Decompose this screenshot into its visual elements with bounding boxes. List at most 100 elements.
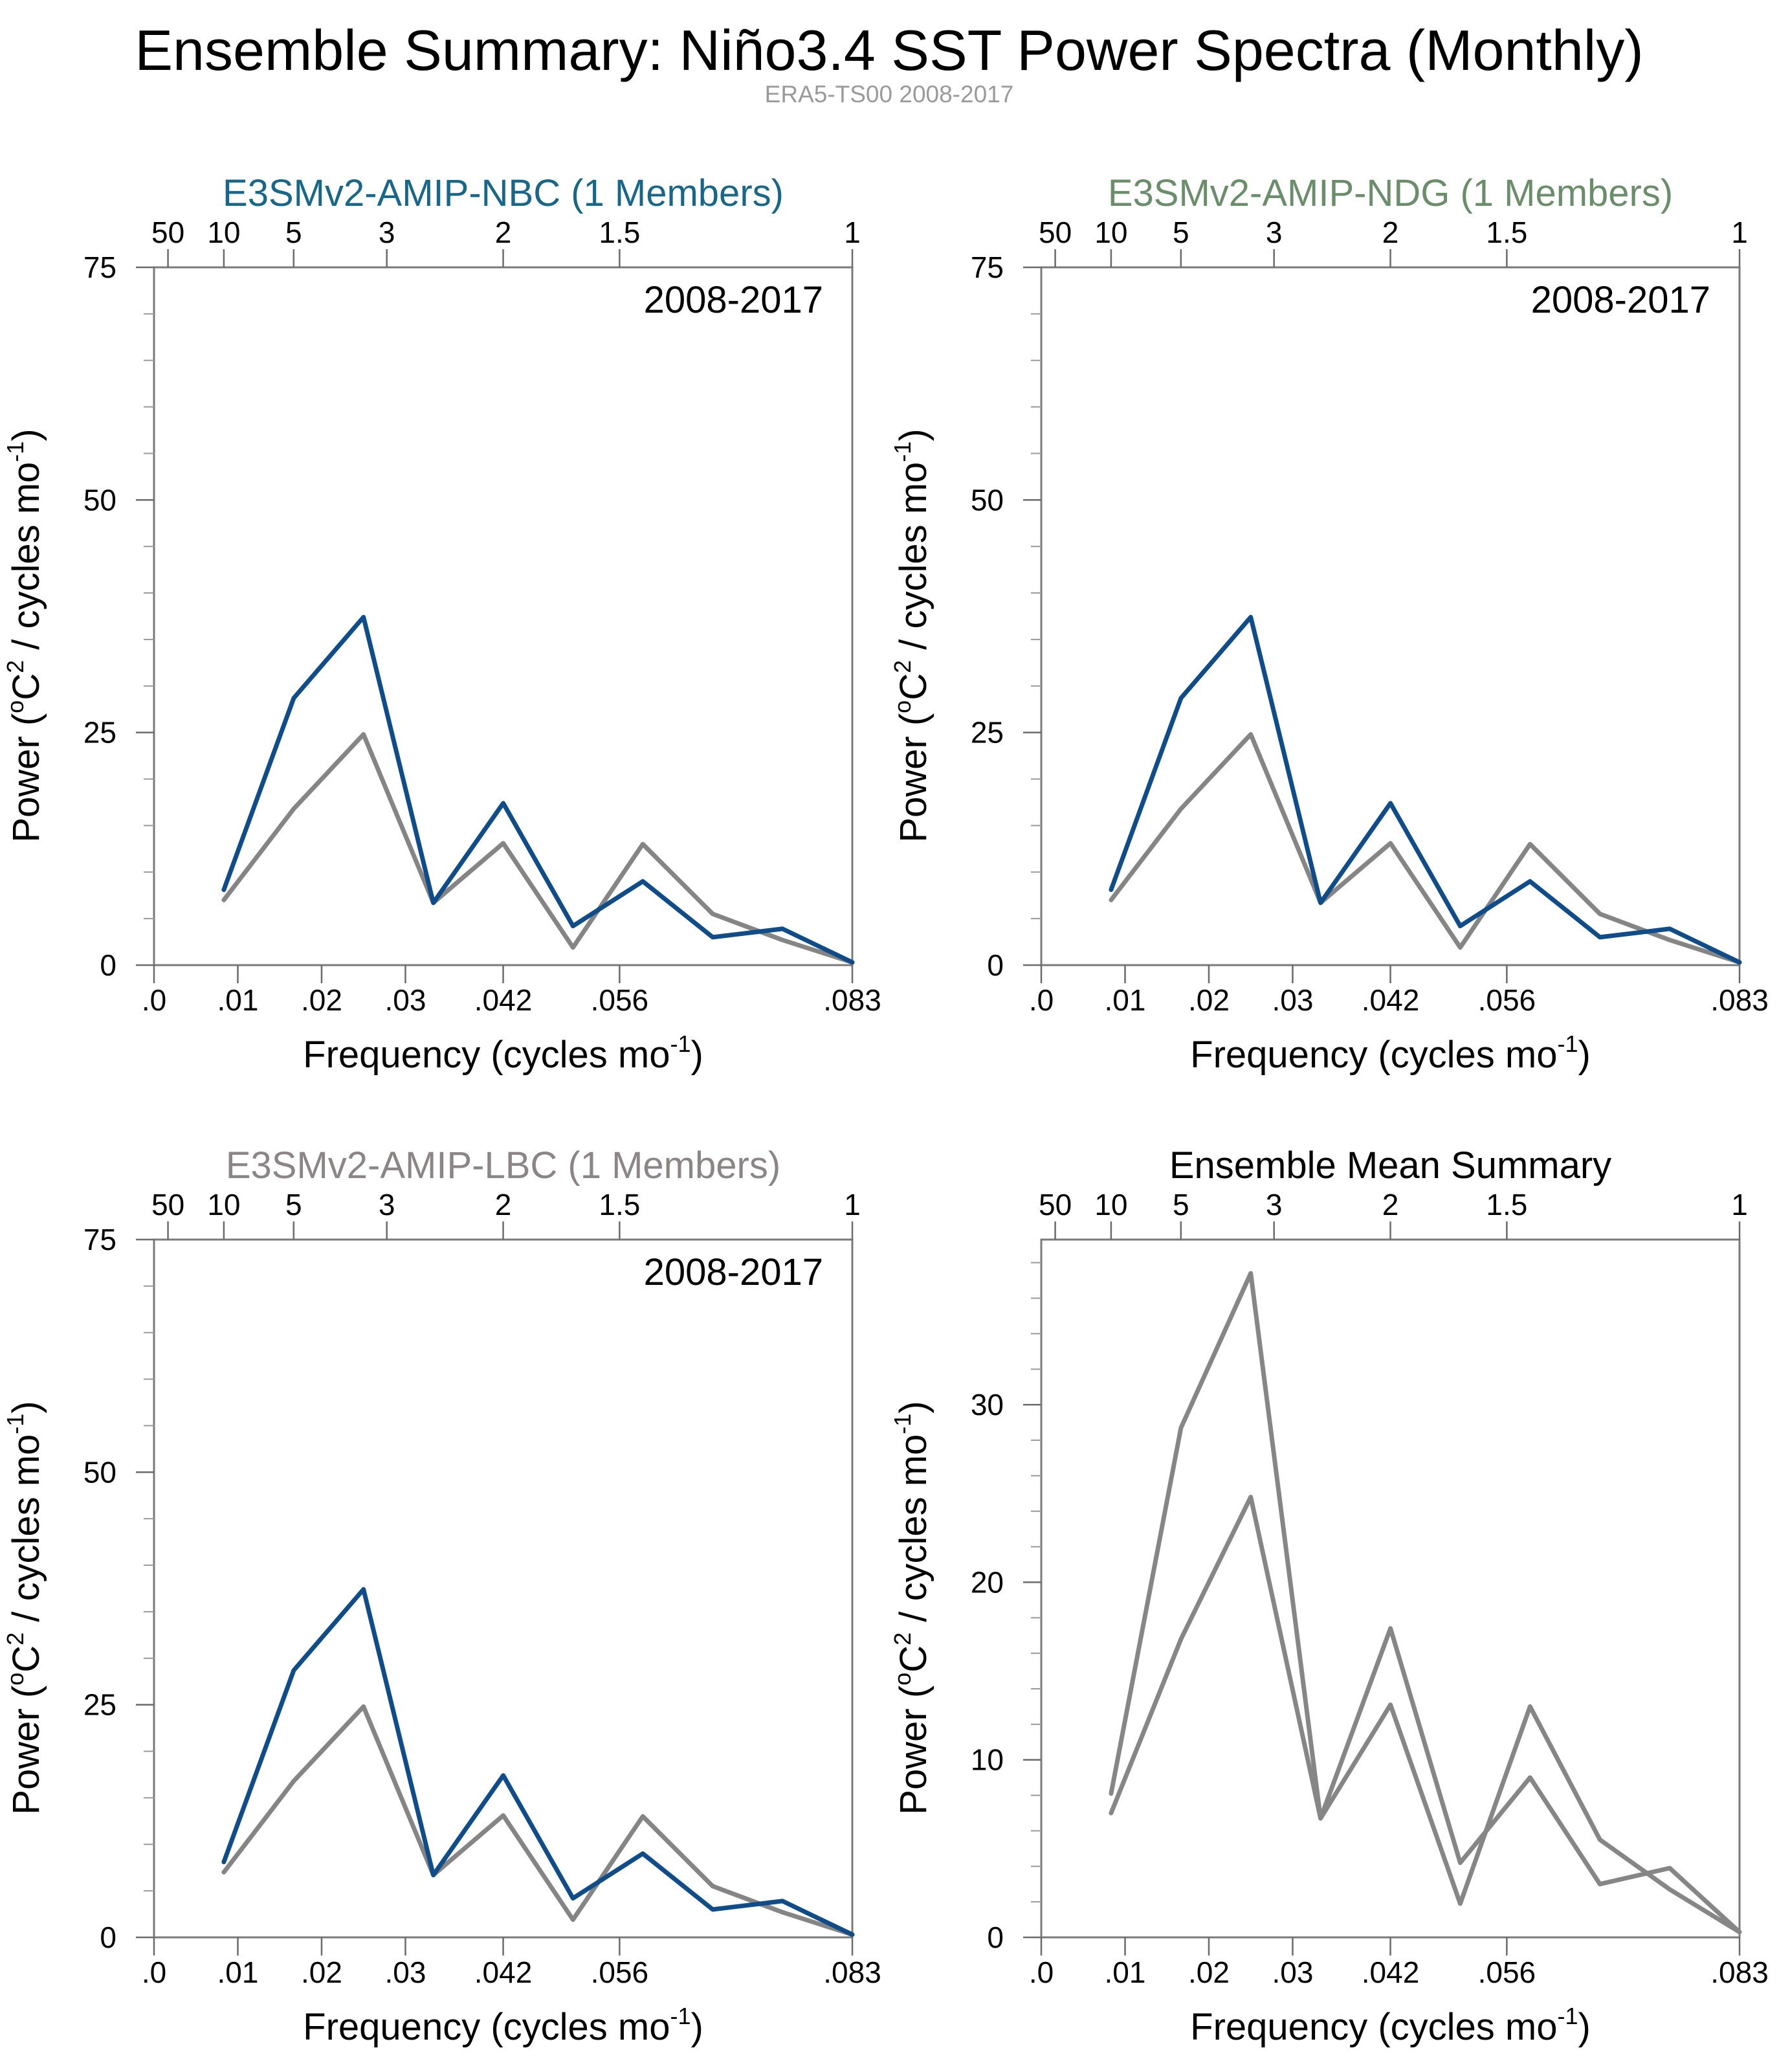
- y-axis-label-part: Power (: [5, 713, 47, 843]
- x-tick-label: .083: [1710, 983, 1769, 1017]
- panel-title: E3SMv2-AMIP-NDG (1 Members): [1108, 172, 1673, 214]
- top-period-label: 10: [1094, 1188, 1127, 1221]
- top-period-label: 50: [1039, 216, 1072, 249]
- y-tick-label: 50: [83, 1455, 116, 1489]
- panel-ndg: E3SMv2-AMIP-NDG (1 Members)0255075.0.01.…: [889, 172, 1769, 1076]
- series-line-e3smv2-amip-nbc: [221, 614, 855, 965]
- x-tick-label: .056: [1478, 1955, 1536, 1989]
- top-period-label: 1: [844, 1188, 861, 1221]
- top-period-label: 1: [1731, 1188, 1748, 1221]
- top-period-label: 1.5: [599, 216, 640, 249]
- x-tick-label: .03: [1272, 983, 1313, 1017]
- x-tick-label: .083: [823, 983, 881, 1017]
- x-tick-label: .0: [1029, 983, 1054, 1017]
- panel-nbc: E3SMv2-AMIP-NBC (1 Members)0255075.0.01.…: [2, 172, 881, 1076]
- top-period-label: 1.5: [1486, 1188, 1527, 1221]
- y-tick-label: 0: [987, 1921, 1004, 1954]
- y-axis-label-superscript: -1: [889, 441, 916, 462]
- y-tick-label: 0: [100, 1921, 116, 1954]
- top-period-label: 1: [844, 216, 861, 249]
- y-tick-label: 25: [83, 716, 116, 750]
- top-period-label: 5: [1173, 216, 1189, 249]
- y-axis-label-part: Power (: [892, 713, 934, 843]
- y-axis-label-superscript: o: [2, 1673, 28, 1686]
- y-tick-label: 25: [971, 716, 1004, 750]
- x-tick-label: .042: [474, 983, 533, 1017]
- series-line-era5-ts00: [221, 732, 855, 965]
- y-axis-label-superscript: 2: [2, 1632, 28, 1645]
- top-period-label: 5: [285, 1188, 302, 1221]
- series-line-e3smv2-amip-lbc: [221, 1587, 855, 1937]
- x-tick-label: .0: [1029, 1955, 1054, 1989]
- x-tick-label: .03: [384, 983, 426, 1017]
- top-period-label: 10: [207, 216, 240, 249]
- top-period-label: 1.5: [599, 1188, 640, 1221]
- y-tick-label: 75: [83, 1223, 116, 1256]
- x-axis-label-main: Frequency (cycles mo: [1190, 1034, 1557, 1076]
- y-tick-label: 20: [971, 1565, 1004, 1599]
- y-tick-label: 25: [83, 1688, 116, 1722]
- x-axis-label-end: ): [1578, 2006, 1590, 2048]
- y-axis-label-part: / cycles mo: [5, 1434, 47, 1632]
- y-axis-label-part: ): [5, 429, 47, 441]
- y-axis-label-part: C: [5, 1645, 47, 1673]
- y-tick-label: 75: [83, 251, 116, 284]
- x-axis-label-main: Frequency (cycles mo: [1190, 2006, 1557, 2048]
- panel-lbc: E3SMv2-AMIP-LBC (1 Members)0255075.0.01.…: [2, 1144, 881, 2048]
- period-label: 2008-2017: [1531, 279, 1710, 321]
- x-axis-label-main: Frequency (cycles mo: [303, 1034, 670, 1076]
- x-tick-label: .01: [1105, 983, 1146, 1017]
- x-axis-label: Frequency (cycles mo-1): [303, 1030, 703, 1076]
- top-period-label: 50: [1039, 1188, 1072, 1221]
- top-period-label: 3: [379, 1188, 395, 1221]
- y-axis-label-superscript: -1: [2, 1414, 28, 1434]
- period-label: 2008-2017: [644, 279, 823, 321]
- top-period-label: 1.5: [1486, 216, 1527, 249]
- x-axis-label: Frequency (cycles mo-1): [303, 2003, 703, 2048]
- x-tick-label: .01: [217, 1955, 259, 1989]
- x-axis-label-superscript: -1: [670, 1030, 691, 1057]
- y-axis-label-superscript: -1: [889, 1414, 916, 1434]
- y-axis-label-superscript: o: [889, 1673, 916, 1686]
- y-axis-label-part: C: [892, 1645, 934, 1673]
- x-tick-label: .056: [591, 983, 649, 1017]
- x-axis-label-main: Frequency (cycles mo: [303, 2006, 670, 2048]
- top-period-label: 5: [285, 216, 302, 249]
- x-tick-label: .083: [1710, 1955, 1769, 1989]
- y-axis-label-part: ): [5, 1401, 47, 1413]
- series-line-era5-ts00: [1109, 732, 1742, 965]
- y-axis-label-part: Power (: [892, 1686, 934, 1815]
- top-period-label: 2: [495, 1188, 512, 1221]
- x-axis-label-end: ): [1578, 1034, 1590, 1076]
- x-axis-label-end: ): [691, 1034, 703, 1076]
- period-label: 2008-2017: [644, 1251, 823, 1293]
- x-tick-label: .042: [474, 1955, 533, 1989]
- series-line-e3smv2-amip-ndg: [1109, 614, 1742, 965]
- x-axis-label-superscript: -1: [670, 2003, 691, 2029]
- y-tick-label: 0: [100, 948, 116, 982]
- y-axis-label-superscript: 2: [889, 660, 916, 673]
- top-period-label: 10: [1094, 216, 1127, 249]
- y-axis-label-superscript: o: [2, 700, 28, 713]
- x-tick-label: .01: [1105, 1955, 1146, 1989]
- panel-ensemble-mean: Ensemble Mean Summary 0 10 20 30 .0 .01 .02 .03.…: [889, 1144, 1769, 2048]
- top-period-label: 3: [379, 216, 395, 249]
- top-period-label: 2: [1382, 1188, 1399, 1221]
- x-tick-label: .01: [217, 983, 259, 1017]
- y-tick-label: 30: [971, 1388, 1004, 1421]
- series-line-era5-ts00: [1109, 1495, 1742, 1935]
- top-period-label: 3: [1266, 1188, 1283, 1221]
- y-axis-label-part: / cycles mo: [892, 462, 934, 660]
- y-tick-label: 0: [987, 948, 1004, 982]
- y-axis-label-superscript: -1: [2, 441, 28, 462]
- x-tick-label: .03: [1272, 1955, 1313, 1989]
- y-axis-label-part: Power (: [5, 1686, 47, 1815]
- x-tick-label: .03: [384, 1955, 426, 1989]
- y-axis-label-superscript: o: [889, 700, 916, 713]
- y-axis-label-part: / cycles mo: [5, 462, 47, 660]
- top-period-label: 10: [207, 1188, 240, 1221]
- x-tick-label: .056: [591, 1955, 649, 1989]
- y-tick-label: 50: [971, 483, 1004, 517]
- subtitle: ERA5-TS00 2008-2017: [765, 81, 1014, 107]
